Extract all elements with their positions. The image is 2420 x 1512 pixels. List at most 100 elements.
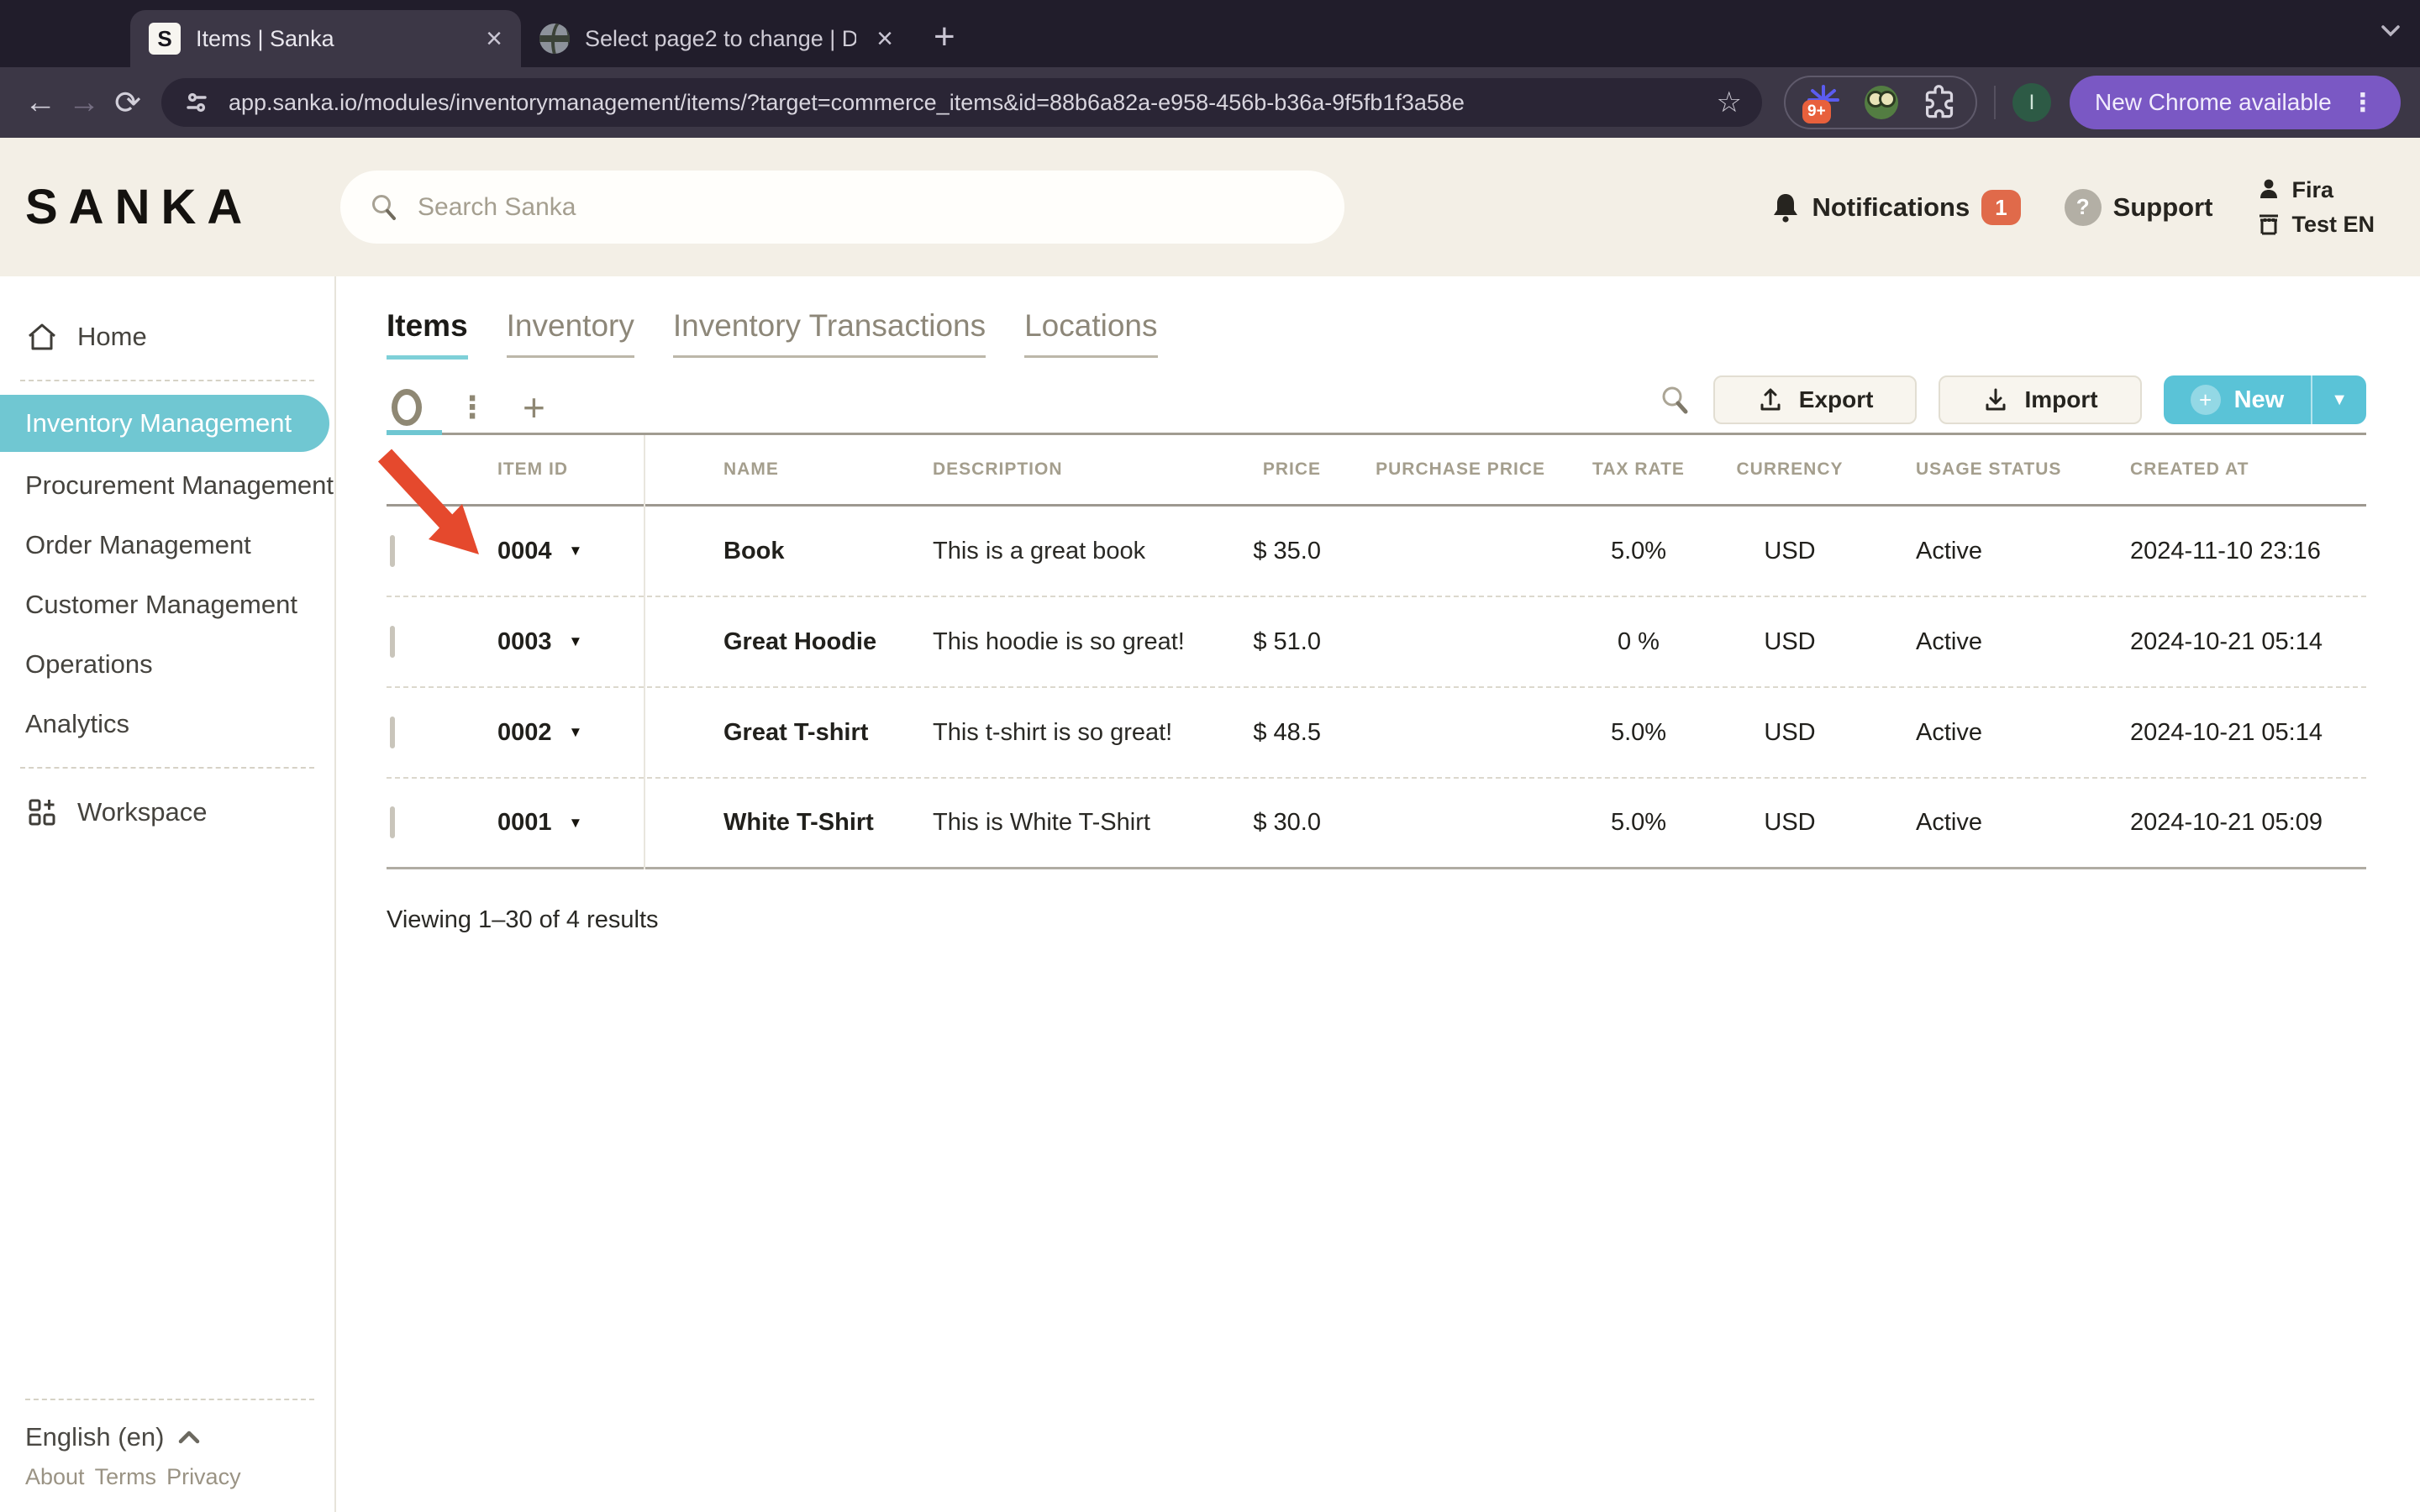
kebab-menu-icon[interactable]: ⋮ bbox=[457, 389, 487, 424]
browser-menu-icon[interactable]: ⋮ bbox=[2349, 88, 2375, 117]
column-header[interactable]: CREATED AT bbox=[2130, 459, 2249, 479]
user-icon bbox=[2260, 179, 2278, 198]
sidebar-item-label: Customer Management bbox=[25, 589, 297, 619]
row-caret-down-icon[interactable]: ▼ bbox=[568, 724, 583, 740]
sidebar-item-customer-management[interactable]: Customer Management bbox=[0, 575, 334, 634]
item-id[interactable]: 0004 bbox=[497, 537, 552, 564]
support-label: Support bbox=[2112, 192, 2213, 222]
row-checkbox[interactable] bbox=[390, 534, 395, 567]
support-button[interactable]: ? Support bbox=[2064, 188, 2213, 226]
browser-tab-django[interactable]: Select page2 to change | Dja × bbox=[521, 10, 912, 67]
extension-frog-icon[interactable] bbox=[1865, 86, 1898, 119]
bell-icon bbox=[1774, 193, 1798, 223]
new-tab-button[interactable]: + bbox=[934, 16, 955, 57]
profile-avatar[interactable]: I bbox=[2012, 83, 2051, 122]
sidebar-item-home[interactable]: Home bbox=[0, 307, 334, 366]
column-header[interactable]: CURRENCY bbox=[1736, 459, 1844, 479]
user-block[interactable]: Fira Test EN bbox=[2256, 177, 2375, 238]
table-row[interactable]: 0001 ▼ White T-Shirt This is White T-Shi… bbox=[387, 779, 2366, 869]
column-header[interactable]: PRICE bbox=[1262, 459, 1321, 479]
sanka-logo[interactable]: SANKA bbox=[25, 180, 254, 234]
notifications-button[interactable]: Notifications 1 bbox=[1771, 189, 2021, 225]
new-dropdown-caret-icon[interactable]: ▼ bbox=[2331, 390, 2348, 409]
notifications-label: Notifications bbox=[1812, 192, 1970, 222]
search-input[interactable]: Search Sanka bbox=[340, 171, 1344, 244]
sidebar-item-operations[interactable]: Operations bbox=[0, 634, 334, 694]
item-name[interactable]: White T-Shirt bbox=[723, 809, 874, 836]
browser-toolbar: ← → ⟳ app.sanka.io/modules/inventorymana… bbox=[0, 67, 2420, 138]
items-table: ITEM ID NAME DESCRIPTION PRICE PURCHASE … bbox=[387, 435, 2366, 869]
notifications-badge: 1 bbox=[1981, 189, 2021, 225]
column-header[interactable]: PURCHASE PRICE bbox=[1376, 459, 1545, 479]
back-icon[interactable]: ← bbox=[24, 84, 56, 120]
item-name[interactable]: Book bbox=[723, 537, 785, 564]
sidebar-item-label: Home bbox=[77, 321, 147, 351]
results-status: Viewing 1–30 of 4 results bbox=[387, 906, 659, 933]
privacy-link[interactable]: Privacy bbox=[166, 1464, 241, 1489]
sidebar-item-label: Workspace bbox=[77, 796, 208, 827]
import-button[interactable]: Import bbox=[1939, 375, 2142, 424]
item-id[interactable]: 0002 bbox=[497, 718, 552, 746]
export-button[interactable]: Export bbox=[1712, 375, 1918, 424]
item-created-at: 2024-11-10 23:16 bbox=[2130, 537, 2321, 564]
item-name[interactable]: Great T-shirt bbox=[723, 718, 869, 746]
item-usage-status: Active bbox=[1916, 627, 1982, 655]
column-header[interactable]: TAX RATE bbox=[1592, 459, 1685, 479]
sidebar-item-procurement-management[interactable]: Procurement Management bbox=[0, 455, 334, 515]
item-id[interactable]: 0001 bbox=[497, 809, 552, 836]
table-row[interactable]: 0003 ▼ Great Hoodie This hoodie is so gr… bbox=[387, 597, 2366, 688]
reload-icon[interactable]: ⟳ bbox=[114, 85, 141, 121]
column-header[interactable]: ITEM ID bbox=[497, 459, 568, 479]
row-checkbox[interactable] bbox=[390, 806, 395, 838]
item-created-at: 2024-10-21 05:09 bbox=[2130, 809, 2323, 836]
site-controls-icon[interactable] bbox=[182, 87, 212, 118]
table-search-icon[interactable] bbox=[1658, 383, 1691, 417]
row-caret-down-icon[interactable]: ▼ bbox=[568, 633, 583, 649]
row-caret-down-icon[interactable]: ▼ bbox=[568, 543, 583, 559]
home-icon bbox=[29, 323, 55, 349]
tab-locations[interactable]: Locations bbox=[1024, 308, 1158, 358]
table-row[interactable]: 0002 ▼ Great T-shirt This t-shirt is so … bbox=[387, 688, 2366, 779]
sidebar-item-label: Inventory Management bbox=[25, 408, 292, 438]
table-row[interactable]: 0004 ▼ Book This is a great book $ 35.0 … bbox=[387, 507, 2366, 597]
item-id[interactable]: 0003 bbox=[497, 627, 552, 655]
extension-burst-icon[interactable]: 9+ bbox=[1802, 83, 1843, 123]
column-header[interactable]: NAME bbox=[723, 459, 779, 479]
table-header-row: ITEM ID NAME DESCRIPTION PRICE PURCHASE … bbox=[387, 435, 2366, 507]
row-checkbox[interactable] bbox=[390, 625, 395, 658]
sidebar-item-workspace[interactable]: Workspace bbox=[0, 782, 334, 842]
extensions-puzzle-icon[interactable] bbox=[1920, 84, 1957, 121]
new-button[interactable]: + New ▼ bbox=[2163, 375, 2366, 424]
url-text[interactable]: app.sanka.io/modules/inventorymanagement… bbox=[229, 89, 1465, 115]
language-selector[interactable]: English (en) bbox=[25, 1422, 334, 1452]
chrome-update-button[interactable]: New Chrome available ⋮ bbox=[2070, 76, 2401, 129]
terms-link[interactable]: Terms bbox=[94, 1464, 157, 1489]
column-header[interactable]: DESCRIPTION bbox=[933, 459, 1063, 479]
item-name[interactable]: Great Hoodie bbox=[723, 627, 877, 655]
row-checkbox[interactable] bbox=[390, 716, 395, 748]
add-view-icon[interactable]: + bbox=[523, 385, 545, 429]
tab-search-chevron-icon[interactable] bbox=[2376, 20, 2405, 40]
row-caret-down-icon[interactable]: ▼ bbox=[568, 814, 583, 831]
item-tax-rate: 5.0% bbox=[1610, 537, 1667, 564]
close-icon[interactable]: × bbox=[486, 22, 502, 55]
close-icon[interactable]: × bbox=[876, 22, 893, 55]
sidebar: Home Inventory Management Procurement Ma… bbox=[0, 276, 336, 1512]
tab-inventory-transactions[interactable]: Inventory Transactions bbox=[672, 308, 986, 358]
url-bar[interactable]: app.sanka.io/modules/inventorymanagement… bbox=[161, 78, 1762, 127]
item-price: $ 51.0 bbox=[1253, 627, 1321, 655]
tab-items[interactable]: Items bbox=[387, 308, 468, 360]
sidebar-item-inventory-management[interactable]: Inventory Management bbox=[0, 395, 329, 452]
about-link[interactable]: About bbox=[25, 1464, 85, 1489]
item-price: $ 30.0 bbox=[1253, 809, 1321, 836]
bookmark-star-icon[interactable]: ☆ bbox=[1716, 87, 1742, 118]
tab-inventory[interactable]: Inventory bbox=[506, 308, 634, 358]
browser-tab-items[interactable]: S Items | Sanka × bbox=[130, 10, 521, 67]
export-label: Export bbox=[1798, 386, 1874, 412]
column-header[interactable]: USAGE STATUS bbox=[1916, 459, 2062, 479]
sidebar-item-analytics[interactable]: Analytics bbox=[0, 694, 334, 753]
view-tab-icon[interactable] bbox=[392, 388, 422, 426]
sidebar-item-order-management[interactable]: Order Management bbox=[0, 515, 334, 575]
forward-icon[interactable]: → bbox=[68, 84, 100, 120]
item-usage-status: Active bbox=[1916, 809, 1982, 836]
